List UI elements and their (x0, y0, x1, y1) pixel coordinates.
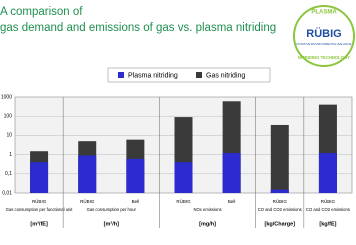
logo-tagline: POSITIVE ENVIRONMENTAL BALANCE (296, 42, 351, 46)
y-tick-label: 0,1 (5, 171, 12, 177)
y-tick-label: 10 (6, 133, 12, 139)
logo-brand: RÜBIG (306, 27, 341, 40)
legend-box (107, 67, 271, 83)
group-label: CO and CO2 emissions (306, 207, 350, 212)
y-tick-label: 1000 (1, 94, 12, 100)
bar (126, 158, 145, 193)
legend-swatch (118, 72, 124, 78)
group-unit: [kg/fE] (319, 221, 336, 227)
group-label: Gas consumption per functional unit (6, 207, 74, 212)
logo-ring (293, 5, 355, 67)
logo: PLASMA RÜBIG POSITIVE ENVIRONMENTAL BALA… (293, 5, 355, 67)
chart-title-2: gas demand and emissions of gas vs. plas… (0, 22, 276, 34)
bar (174, 162, 193, 193)
x-tick-label: RÜBIG (273, 198, 288, 204)
group-label: CO and CO2 emissions (258, 207, 302, 212)
group-unit: [m³/h] (104, 220, 119, 227)
group-unit: [m³/fE] (30, 220, 48, 227)
y-tick-label: 100 (4, 114, 13, 120)
x-tick-label: Bell (228, 199, 236, 204)
x-tick-label: RÜBIG (32, 198, 47, 204)
group-unit: [kg/Charge] (265, 221, 296, 227)
x-tick-label: RÜBIG (321, 198, 336, 204)
legend-label: Plasma nitriding (128, 72, 178, 79)
page: {"chart_data": {"type": "bar", "title": … (0, 5, 355, 228)
chart: A comparison of gas demand and emissions… (0, 5, 355, 228)
bar (318, 153, 337, 193)
x-tick-label: Bell (132, 199, 140, 204)
group-unit: [mg/h] (199, 221, 216, 227)
y-tick-label: 1 (9, 152, 12, 158)
x-tick-label: RÜBIG (80, 198, 95, 204)
y-tick-label: 0,01 (2, 190, 12, 196)
bar (222, 153, 241, 193)
bar (270, 189, 289, 193)
bar (30, 162, 49, 193)
x-tick-label: RÜBIG (176, 198, 191, 204)
bar (78, 155, 97, 193)
group-label: Gas consumption per hour (87, 207, 137, 212)
bar (270, 124, 289, 193)
group-label: NOx emissions (193, 207, 221, 212)
logo-top: PLASMA (311, 10, 337, 16)
legend-swatch (196, 72, 202, 78)
chart-title-1: A comparison of (0, 6, 83, 18)
logo-bottom: NITRIDING TECHNOLOGY (298, 55, 350, 60)
legend-label: Gas nitriding (206, 72, 245, 79)
